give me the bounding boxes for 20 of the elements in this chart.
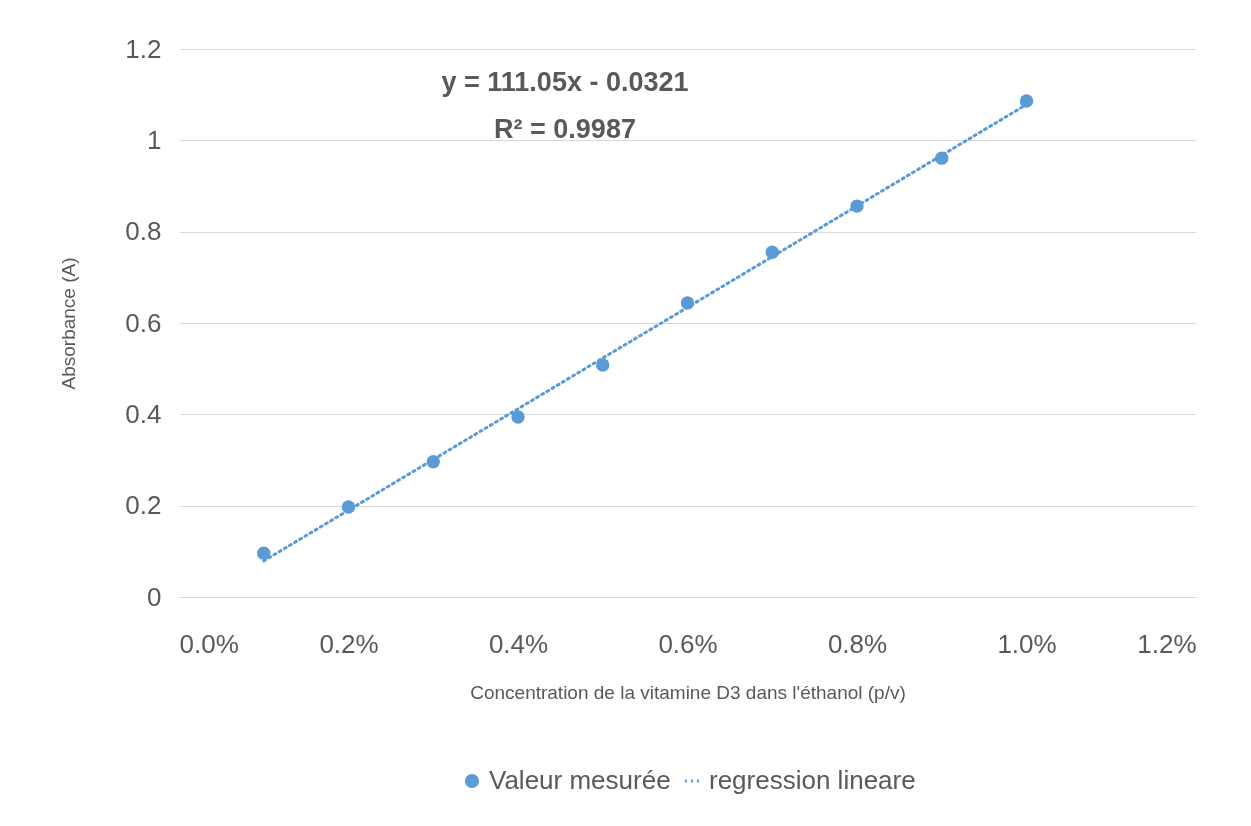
x-tick-label: 0.4%	[488, 628, 549, 659]
annotation: R² = 0.9987	[494, 114, 636, 144]
x-axis-title: Concentration de la vitamine D3 dans l'éthanol (p/v)	[470, 681, 906, 703]
x-tick-label: 0.0%	[179, 628, 239, 659]
y-axis-title: Absorbance (A)	[58, 257, 80, 390]
x-tick-label: 0.6%	[658, 628, 718, 659]
x-tick-label: 0.2%	[319, 628, 379, 659]
y-tick-label: 0.8	[125, 216, 162, 247]
x-tick-label: 1.2%	[1137, 628, 1197, 659]
y-tick-label: 0.2	[125, 490, 162, 521]
y-tick-label: 1	[147, 124, 162, 155]
legend-label: regression lineare	[709, 765, 916, 795]
y-tick-label: 1.2	[125, 33, 162, 64]
y-tick-label: 0.4	[125, 398, 162, 429]
annotation: y = 111.05x - 0.0321	[441, 67, 689, 97]
y-tick-label: 0.6	[125, 307, 162, 338]
y-tick-label: 0	[147, 581, 162, 612]
x-tick-label: 1.0%	[997, 628, 1057, 659]
x-tick-label: 0.8%	[827, 628, 888, 659]
legend-label: Valeur mesurée	[489, 765, 671, 795]
